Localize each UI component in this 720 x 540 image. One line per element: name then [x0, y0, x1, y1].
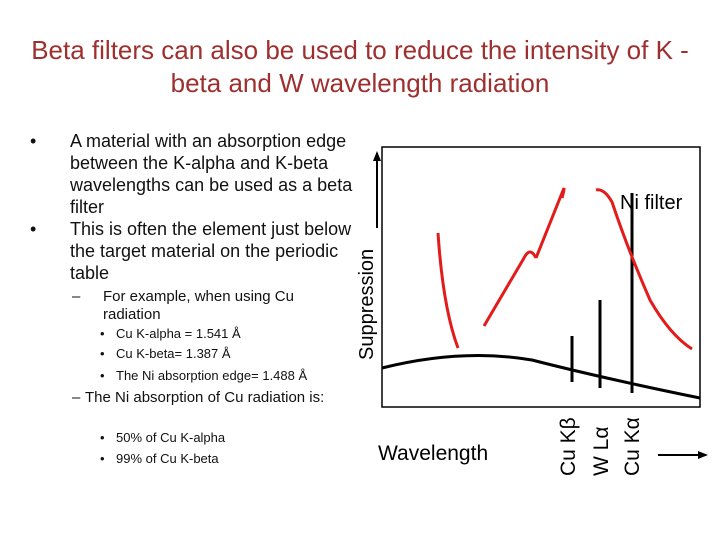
wavelength-axis-label: Wavelength	[378, 442, 489, 465]
suppression-axis-label: Suppression	[356, 248, 378, 360]
ni-filter-curve-rise	[482, 250, 538, 327]
ni-edge-step	[560, 189, 566, 199]
bullet-list: • A material with an absorption edge bet…	[30, 131, 352, 466]
ni-filter-curve-tail	[595, 188, 693, 351]
bullet-dot-icon: •	[100, 451, 105, 466]
emission-spectrum-curve	[381, 354, 701, 400]
bullet-dot-icon: •	[30, 219, 37, 239]
kalpha-absorption: 50% of Cu K-alpha	[116, 430, 226, 445]
bullet-dot-icon: •	[100, 326, 105, 341]
cu-kbeta-value: Cu K-beta= 1.387 Å	[116, 346, 231, 361]
ni-filter-label: Ni filter	[620, 192, 683, 214]
bullet-dot-icon: •	[100, 430, 105, 445]
plot-frame	[381, 146, 701, 408]
bullet-dot-icon: •	[100, 368, 105, 383]
sub-bullet-ni-absorption: The Ni absorption of Cu radiation is:	[85, 389, 325, 406]
slide-title: Beta filters can also be used to reduce …	[31, 35, 689, 98]
sub-bullet-dash: –	[72, 389, 81, 406]
sub-bullet-dash: –	[72, 288, 81, 305]
ni-filter-curve-low	[436, 232, 460, 349]
cu-kalpha-value: Cu K-alpha = 1.541 Å	[116, 326, 241, 341]
kbeta-absorption: 99% of Cu K-beta	[116, 451, 219, 466]
cu-kbeta-label: Cu Kβ	[557, 417, 580, 476]
bullet-dot-icon: •	[30, 131, 37, 151]
bullet-text: A material with an absorption edge betwe…	[70, 131, 353, 217]
sub-bullet-cu-radiation: For example, when using Cu radiation	[103, 288, 294, 323]
ni-edge-drop	[534, 187, 566, 259]
bullet-dot-icon: •	[100, 346, 105, 361]
w-lalpha-label: W Lα	[590, 426, 613, 476]
bullet-text: This is often the element just below the…	[70, 219, 352, 283]
cu-kalpha-label: Cu Kα	[621, 417, 644, 476]
ni-edge-value: The Ni absorption edge= 1.488 Å	[116, 368, 308, 383]
